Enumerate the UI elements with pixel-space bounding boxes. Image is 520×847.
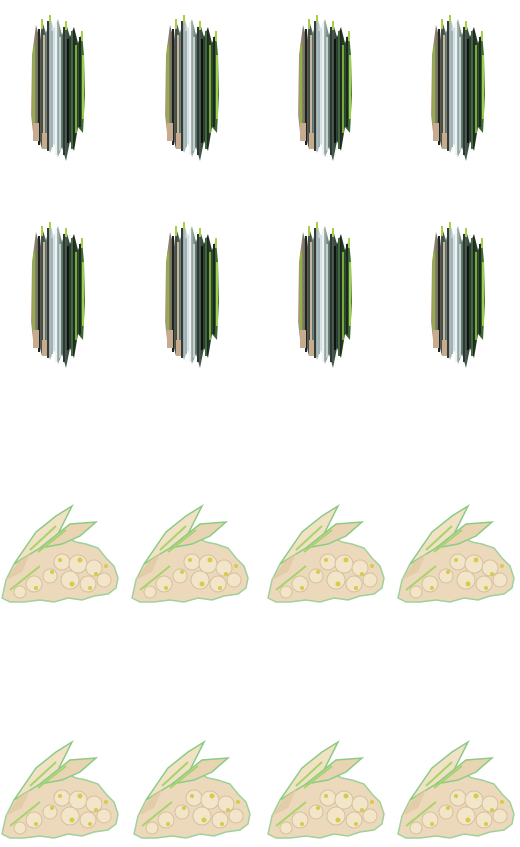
bamboo-stalks-sprite xyxy=(162,15,222,165)
bamboo-stalks-sprite xyxy=(28,15,88,165)
rubble-rock-sprite xyxy=(396,502,520,606)
bamboo-stalks-sprite xyxy=(295,15,355,165)
bamboo-stalks-sprite xyxy=(295,222,355,372)
bamboo-stalks-sprite xyxy=(428,222,488,372)
bamboo-stalks-sprite xyxy=(162,222,222,372)
rubble-rock-sprite xyxy=(0,738,126,842)
bamboo-stalks-sprite xyxy=(28,222,88,372)
rubble-rock-sprite xyxy=(130,502,256,606)
rubble-rock-sprite xyxy=(266,738,392,842)
bamboo-stalks-sprite xyxy=(428,15,488,165)
rubble-rock-sprite xyxy=(132,738,258,842)
rubble-rock-sprite xyxy=(266,502,392,606)
rubble-rock-sprite xyxy=(0,502,126,606)
rubble-rock-sprite xyxy=(396,738,520,842)
